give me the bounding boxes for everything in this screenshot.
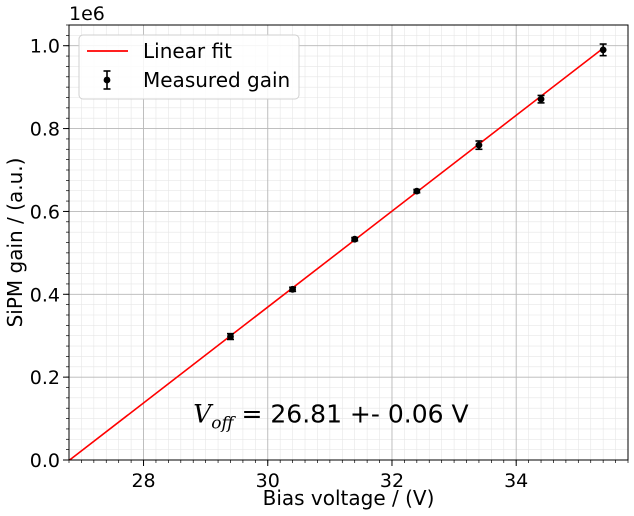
data-point-marker: [351, 235, 359, 243]
data-point-marker: [599, 46, 607, 54]
x-tick-labels: 28 30 32 34: [131, 470, 528, 492]
data-point-marker: [227, 333, 234, 340]
data-point-marker: [413, 187, 421, 195]
y-tick-label: 0.6: [30, 201, 60, 223]
measured-points-layer: [226, 43, 607, 341]
fit-layer: [69, 47, 604, 461]
x-axis-label: Bias voltage / (V): [263, 486, 435, 510]
y-axis-scale-label: 1e6: [69, 3, 105, 25]
y-tick-label: 0.4: [30, 284, 60, 306]
x-tick-label: 34: [504, 470, 528, 492]
legend-measured-swatch: [103, 70, 111, 90]
y-tick-label: 0.0: [30, 450, 60, 472]
y-tick-label: 1.0: [30, 36, 60, 58]
measured-point: [599, 43, 607, 57]
y-tick-label: 0.2: [30, 367, 60, 389]
axis-ticks: [63, 24, 629, 466]
measured-point: [413, 187, 421, 195]
data-point-marker: [537, 95, 545, 103]
legend-box: [78, 34, 300, 100]
legend-fit-label: Linear fit: [143, 39, 232, 63]
measured-point: [351, 235, 359, 243]
legend: Linear fit Measured gain: [78, 34, 300, 100]
data-point-marker: [289, 285, 296, 293]
legend-point-marker: [103, 76, 111, 84]
y-tick-label: 0.8: [30, 119, 60, 141]
voltage-offset-annotation: Voff = 26.81 +- 0.06 V: [193, 399, 468, 433]
legend-measured-label: Measured gain: [143, 68, 290, 92]
x-tick-label: 32: [380, 470, 404, 492]
x-tick-label: 30: [256, 470, 280, 492]
y-tick-labels: 0.0 0.2 0.4 0.6 0.8 1.0: [30, 36, 60, 472]
linear-fit-line: [69, 47, 604, 461]
annotation-value: = 26.81 +- 0.06 V: [234, 399, 469, 428]
annotation-subscript: off: [211, 413, 236, 433]
measured-point: [226, 332, 234, 341]
annotation-symbol: V: [193, 399, 214, 428]
x-tick-label: 28: [131, 470, 155, 492]
measured-point: [475, 140, 483, 151]
y-axis-label: SiPM gain / (a.u.): [3, 158, 27, 328]
measured-point: [289, 285, 297, 293]
data-point-marker: [475, 141, 483, 149]
measured-point: [537, 94, 545, 104]
